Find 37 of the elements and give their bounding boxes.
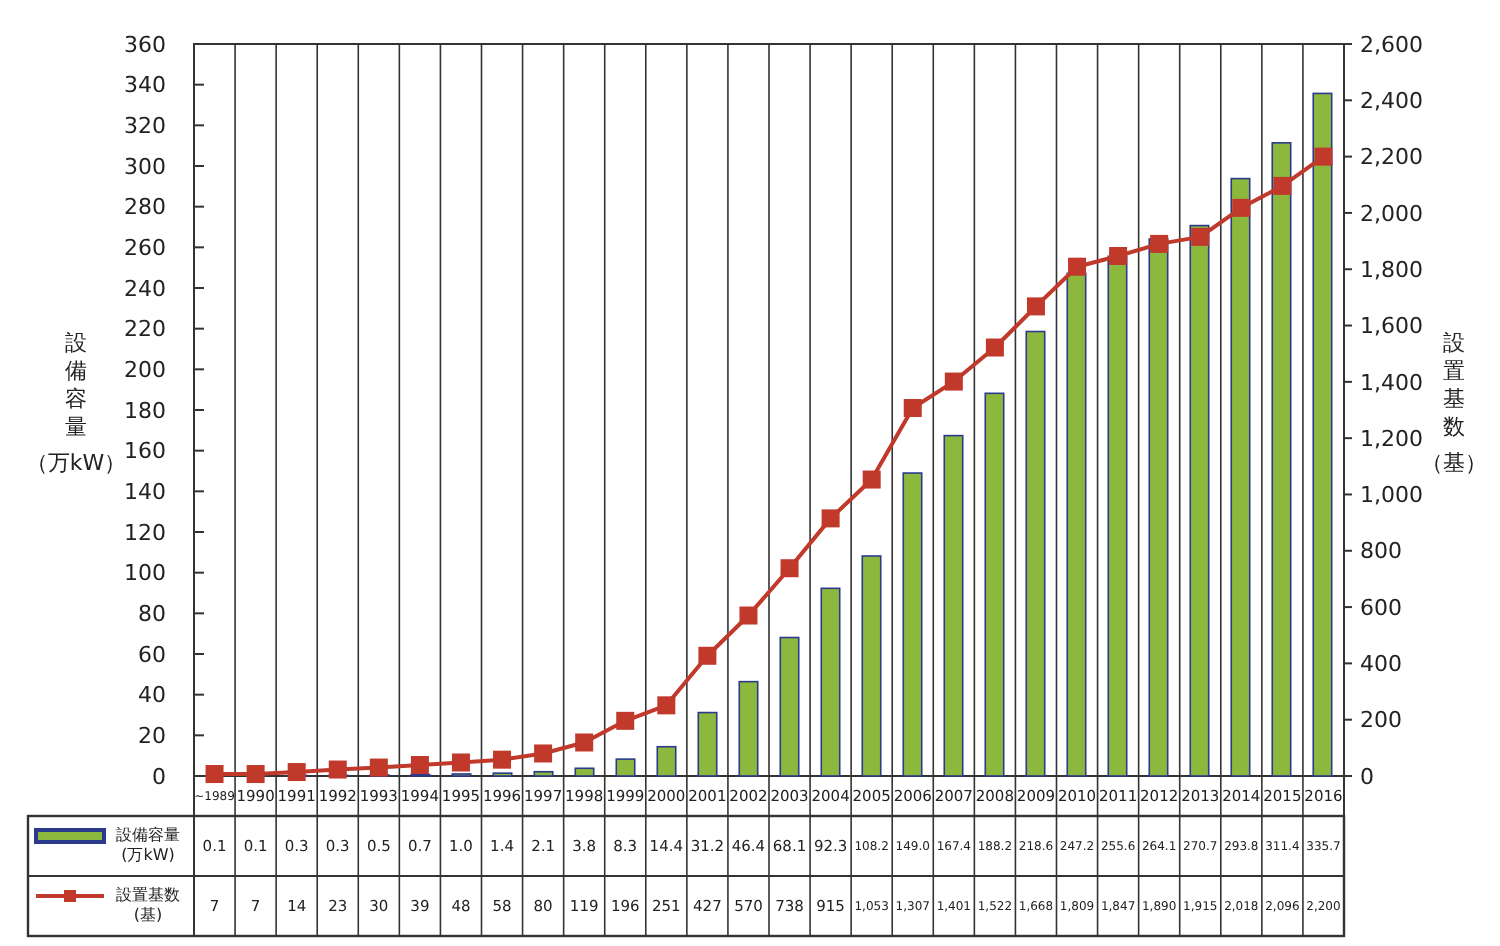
y2-tick-label: 1,400 — [1360, 369, 1423, 396]
y-tick-label: 120 — [124, 519, 166, 546]
y2-tick-label: 1,200 — [1360, 425, 1423, 452]
y-tick-label: 60 — [138, 641, 166, 668]
y2-tick-label: 800 — [1360, 538, 1402, 565]
y-tick-label: 160 — [124, 438, 166, 465]
y-tick-label: 280 — [124, 194, 166, 221]
y-tick-label: 260 — [124, 235, 166, 262]
y-tick-label: 200 — [124, 357, 166, 384]
y-tick-label: 240 — [124, 275, 166, 302]
y-axis-title: 設備容量（万kW） — [25, 330, 127, 476]
y2-tick-label: 2,600 — [1360, 31, 1423, 58]
y-tick-label: 300 — [124, 153, 166, 180]
y2-tick-label: 2,000 — [1360, 200, 1423, 227]
y-tick-label: 40 — [138, 682, 166, 709]
y-tick-label: 320 — [124, 113, 166, 140]
y2-tick-label: 1,800 — [1360, 256, 1423, 283]
y2-tick-label: 1,000 — [1360, 482, 1423, 509]
y-tick-label: 0 — [152, 763, 166, 790]
y2-axis-title: 設置基数（基） — [1421, 330, 1487, 476]
y2-tick-label: 0 — [1360, 763, 1374, 790]
y2-tick-label: 200 — [1360, 707, 1402, 734]
y2-tick-label: 600 — [1360, 594, 1402, 621]
y-tick-label: 140 — [124, 479, 166, 506]
y-tick-label: 20 — [138, 723, 166, 750]
y2-tick-label: 1,600 — [1360, 313, 1423, 340]
y-tick-label: 220 — [124, 316, 166, 343]
y2-tick-label: 2,200 — [1360, 144, 1423, 171]
y-tick-label: 100 — [124, 560, 166, 587]
y2-tick-label: 400 — [1360, 651, 1402, 678]
y2-tick-label: 2,400 — [1360, 88, 1423, 115]
y-tick-label: 340 — [124, 72, 166, 99]
y-tick-label: 80 — [138, 601, 166, 628]
y-tick-label: 180 — [124, 397, 166, 424]
legend-label: 設備容量(万kW) — [116, 826, 180, 864]
legend-label: 設置基数(基) — [116, 886, 180, 924]
y-tick-label: 360 — [124, 31, 166, 58]
